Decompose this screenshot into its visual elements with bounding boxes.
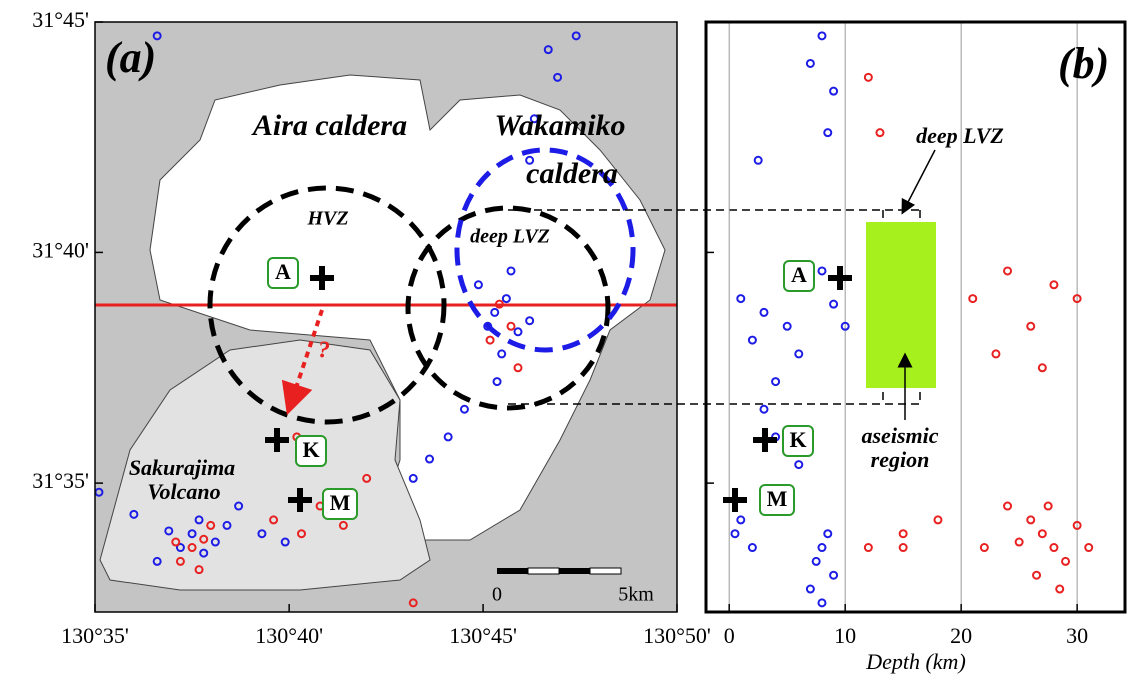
earthquake <box>900 530 907 537</box>
x-tick-label: 130°45' <box>449 623 517 648</box>
earthquake <box>969 295 976 302</box>
earthquake <box>1039 530 1046 537</box>
earthquake <box>731 530 738 537</box>
site-label: M <box>767 486 788 511</box>
earthquake <box>818 32 825 39</box>
scale-label: 5km <box>618 584 654 606</box>
annotation: HVZ <box>306 208 348 230</box>
earthquake <box>818 599 825 606</box>
scale-label: 0 <box>492 584 502 606</box>
earthquake <box>760 406 767 413</box>
annotation: ? <box>318 338 330 364</box>
x-tick-label: 0 <box>724 623 735 648</box>
earthquake <box>1045 503 1052 510</box>
earthquake <box>824 129 831 136</box>
annotation: deep LVZ <box>470 226 550 248</box>
site-label: A <box>791 262 807 287</box>
earthquake <box>795 461 802 468</box>
annotation: aseismic <box>862 423 939 448</box>
x-tick-label: 20 <box>950 623 972 648</box>
earthquake <box>1004 503 1011 510</box>
earthquake <box>981 544 988 551</box>
x-tick-label: 130°50' <box>643 623 711 648</box>
earthquake <box>818 544 825 551</box>
earthquake <box>749 337 756 344</box>
annotation: Wakamiko <box>494 109 625 142</box>
annotation: deep LVZ <box>916 123 1004 148</box>
earthquake <box>900 544 907 551</box>
earthquake <box>813 558 820 565</box>
earthquake <box>865 74 872 81</box>
annotation: region <box>871 447 930 472</box>
earthquake <box>749 544 756 551</box>
earthquake <box>1050 544 1057 551</box>
earthquake <box>824 530 831 537</box>
earthquake <box>876 129 883 136</box>
earthquake <box>1085 544 1092 551</box>
earthquake <box>1039 364 1046 371</box>
earthquake <box>1027 516 1034 523</box>
annotation: Aira caldera <box>251 109 407 142</box>
y-tick-label: 31°40' <box>32 237 89 262</box>
aseismic-region <box>866 222 936 388</box>
x-tick-label: 130°35' <box>61 623 129 648</box>
earthquake <box>1016 539 1023 546</box>
annotation: Volcano <box>147 479 220 504</box>
earthquake <box>934 516 941 523</box>
site-label: A <box>275 259 291 284</box>
x-tick-label: 130°40' <box>255 623 323 648</box>
panel-label: (b) <box>1058 39 1109 88</box>
x-axis-label: Depth (km) <box>865 649 966 674</box>
earthquake <box>1050 281 1057 288</box>
panel-label: (a) <box>105 33 156 82</box>
site-label: K <box>789 427 806 452</box>
earthquake <box>830 572 837 579</box>
earthquake <box>737 516 744 523</box>
annotation: caldera <box>526 157 618 190</box>
earthquake <box>992 350 999 357</box>
x-tick-label: 30 <box>1066 623 1088 648</box>
earthquake <box>865 544 872 551</box>
figure: (a) (b) Aira caldera Wakamiko caldera HV… <box>0 0 1127 680</box>
earthquake <box>784 323 791 330</box>
earthquake <box>830 301 837 308</box>
earthquake <box>818 267 825 274</box>
earthquake <box>737 295 744 302</box>
earthquake <box>807 586 814 593</box>
earthquake <box>755 157 762 164</box>
earthquake <box>1004 267 1011 274</box>
earthquake <box>1033 572 1040 579</box>
earthquake <box>830 88 837 95</box>
earthquake <box>772 378 779 385</box>
site-label: K <box>302 437 319 462</box>
earthquake <box>1027 323 1034 330</box>
earthquake <box>795 350 802 357</box>
x-tick-label: 10 <box>834 623 856 648</box>
earthquake <box>1056 586 1063 593</box>
y-tick-label: 31°45' <box>32 7 89 32</box>
earthquake <box>760 309 767 316</box>
y-tick-label: 31°35' <box>32 468 89 493</box>
earthquake <box>1062 558 1069 565</box>
earthquake <box>807 60 814 67</box>
site-label: M <box>330 490 351 515</box>
annotation: Sakurajima <box>129 455 235 480</box>
